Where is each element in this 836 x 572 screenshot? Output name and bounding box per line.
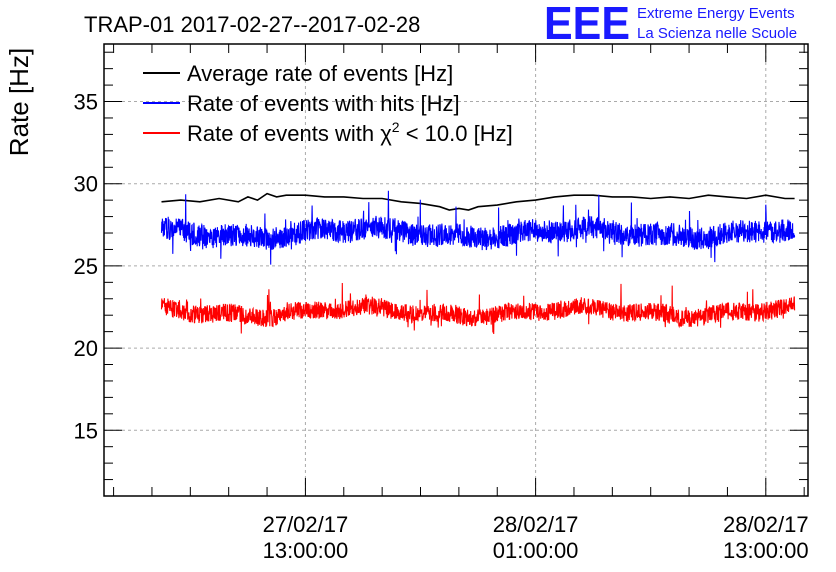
x-tick-label-date-1: 28/02/17 xyxy=(493,512,579,537)
chart-title: TRAP-01 2017-02-27--2017-02-28 xyxy=(84,12,420,37)
series-layer xyxy=(160,190,796,335)
eee-logo-mark: EEE xyxy=(544,0,630,49)
legend-chi-symbol: χ xyxy=(380,121,392,146)
legend-label-average: Average rate of events [Hz] xyxy=(187,61,453,86)
plot-border xyxy=(103,43,809,497)
legend-chi-superscript: 2 xyxy=(392,119,400,135)
x-tick-label-date-0: 27/02/17 xyxy=(263,512,349,537)
x-tick-label-time-2: 13:00:00 xyxy=(723,538,809,563)
x-tick-label-time-0: 13:00:00 xyxy=(263,538,349,563)
series-line-2 xyxy=(160,282,796,335)
y-tick-label-25: 25 xyxy=(74,254,98,279)
y-axis-label: Rate [Hz] xyxy=(4,48,34,156)
plot-frame xyxy=(103,43,809,497)
x-tick-label-date-2: 28/02/17 xyxy=(723,512,809,537)
y-tick-label-30: 30 xyxy=(74,172,98,197)
legend: Average rate of events [Hz] Rate of even… xyxy=(143,61,513,146)
series-line-0 xyxy=(161,192,795,211)
legend-chi2-rest: < 10.0 [Hz] xyxy=(400,121,513,146)
y-tick-label-35: 35 xyxy=(74,90,98,115)
axis-ticks: 152025303527/02/1713:00:0028/02/1701:00:… xyxy=(74,44,809,563)
y-tick-label-20: 20 xyxy=(74,336,98,361)
logo-line1: Extreme Energy Events xyxy=(637,5,795,22)
y-tick-label-15: 15 xyxy=(74,418,98,443)
legend-label-chi2: Rate of events with χ2 < 10.0 [Hz] xyxy=(187,119,513,146)
series-line-1 xyxy=(160,190,796,265)
eee-logo: EEE Extreme Energy Events La Scienza nel… xyxy=(544,0,797,49)
x-tick-label-time-1: 01:00:00 xyxy=(493,538,579,563)
legend-chi2-text: Rate of events with xyxy=(187,121,380,146)
legend-label-hits: Rate of events with hits [Hz] xyxy=(187,91,460,116)
logo-line2: La Scienza nelle Scuole xyxy=(637,25,797,42)
